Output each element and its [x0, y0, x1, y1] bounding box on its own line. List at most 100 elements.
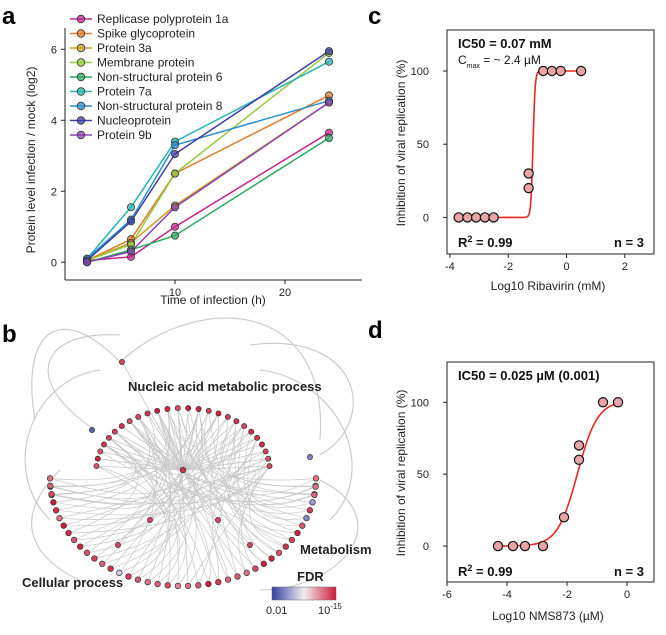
d-data-point: [597, 397, 609, 408]
network-node: [115, 542, 121, 548]
panel-a-plot: 10 20 0 2 4 6: [51, 28, 362, 299]
d-data-point: [507, 540, 519, 552]
network-spoke-edge: [182, 410, 210, 471]
d-y-tick-label: 0: [423, 541, 429, 553]
panel-letter-b: b: [2, 321, 17, 348]
network-node: [294, 529, 301, 537]
a-legend-swatch-marker: [76, 58, 86, 67]
a-legend-swatch-marker: [76, 101, 86, 111]
network-edge: [114, 431, 313, 503]
network-node: [241, 423, 248, 430]
network-node: [119, 359, 125, 365]
network-node: [311, 491, 318, 499]
label-metabolism: Metabolism: [300, 542, 372, 557]
network-edge: [137, 416, 179, 586]
network-spoke-edge: [182, 444, 263, 471]
c-x-tick-label: -4: [445, 261, 455, 273]
network-edge: [96, 465, 181, 585]
network-node: [195, 582, 202, 589]
network-node: [93, 463, 100, 470]
a-data-point: [324, 134, 333, 143]
network-node: [97, 448, 104, 455]
network-node: [135, 413, 142, 420]
network-edge: [100, 451, 316, 503]
a-data-point: [170, 149, 179, 158]
a-legend-entry: Protein 9b: [97, 128, 152, 142]
c-cmax: Cmax = ~ 2.4 µM: [458, 53, 541, 70]
a-legend-entry: Non-structural protein 6: [97, 70, 223, 84]
c-data-point: [546, 65, 558, 77]
network-node: [307, 454, 313, 460]
a-series-line: [86, 101, 330, 264]
c-frame: [446, 29, 655, 255]
fdr-title: FDR: [297, 569, 324, 584]
a-data-point: [127, 247, 136, 256]
panel-c: c -4 -2 0 2 0 50 100 IC50 = 0.07 mM Cmax = ~ 2…: [368, 3, 655, 293]
network-node: [154, 580, 161, 588]
network-edge: [156, 410, 219, 583]
a-legend-entry: Non-structural protein 8: [97, 99, 223, 113]
network-node: [144, 578, 151, 586]
network-node: [94, 455, 101, 462]
network-node: [234, 573, 241, 580]
network-node: [247, 542, 253, 548]
a-data-point: [170, 203, 179, 212]
a-series-line: [86, 137, 330, 264]
network-edge: [195, 408, 272, 559]
a-data-point: [324, 57, 333, 66]
network-node: [70, 536, 78, 544]
network-node: [83, 549, 91, 556]
c-data-point: [538, 65, 549, 77]
network-node: [185, 405, 192, 412]
label-nucleic-acid: Nucleic acid metabolic process: [128, 379, 322, 394]
network-node: [262, 448, 269, 455]
c-y-tick-label: 50: [417, 139, 429, 151]
a-series-line: [86, 132, 330, 262]
a-legend-swatch-marker: [76, 29, 86, 38]
network-edge: [53, 416, 150, 503]
d-x-tick-label: 0: [624, 589, 630, 601]
network-node: [111, 428, 118, 435]
network-node: [275, 549, 283, 556]
network-node: [47, 482, 54, 490]
a-legend-entry: Replicase polyprotein 1a: [97, 12, 229, 26]
d-x-tick-label: -2: [562, 589, 572, 601]
network-node: [179, 466, 187, 474]
a-legend-swatch-marker: [76, 87, 86, 96]
network-loop-edge: [47, 334, 121, 431]
network-edge: [243, 431, 307, 520]
a-data-point: [170, 231, 179, 240]
a-data-point: [83, 258, 92, 267]
network-node: [89, 427, 95, 433]
network-spoke-edge: [182, 420, 237, 471]
network-node: [224, 413, 231, 420]
network-edge: [56, 408, 199, 511]
network-node: [116, 569, 123, 576]
a-data-point: [324, 47, 333, 56]
a-x-tick-label: 10: [169, 287, 181, 299]
c-data-point: [453, 212, 464, 223]
fdr-high-label: 10-15: [318, 602, 342, 617]
network-node: [312, 475, 320, 482]
network-node: [144, 410, 151, 417]
d-n-count: n = 3: [614, 564, 644, 579]
network-node: [50, 499, 57, 506]
network-node: [101, 441, 107, 448]
network-edge: [247, 437, 315, 505]
network-node: [243, 569, 250, 576]
network-loop-edge: [31, 469, 91, 586]
a-legend-swatch-marker: [76, 14, 86, 24]
network-edge: [147, 416, 229, 583]
a-series-line: [86, 94, 330, 262]
network-node: [254, 434, 261, 441]
d-data-point: [558, 512, 570, 523]
c-n-count: n = 3: [614, 235, 644, 250]
network-spoke-edge: [182, 469, 251, 546]
network-spoke-edge: [103, 444, 184, 471]
network-node: [309, 499, 316, 506]
network-node: [91, 555, 98, 562]
c-data-point: [462, 212, 473, 223]
a-legend-entry: Spike glycoprotein: [97, 27, 195, 41]
